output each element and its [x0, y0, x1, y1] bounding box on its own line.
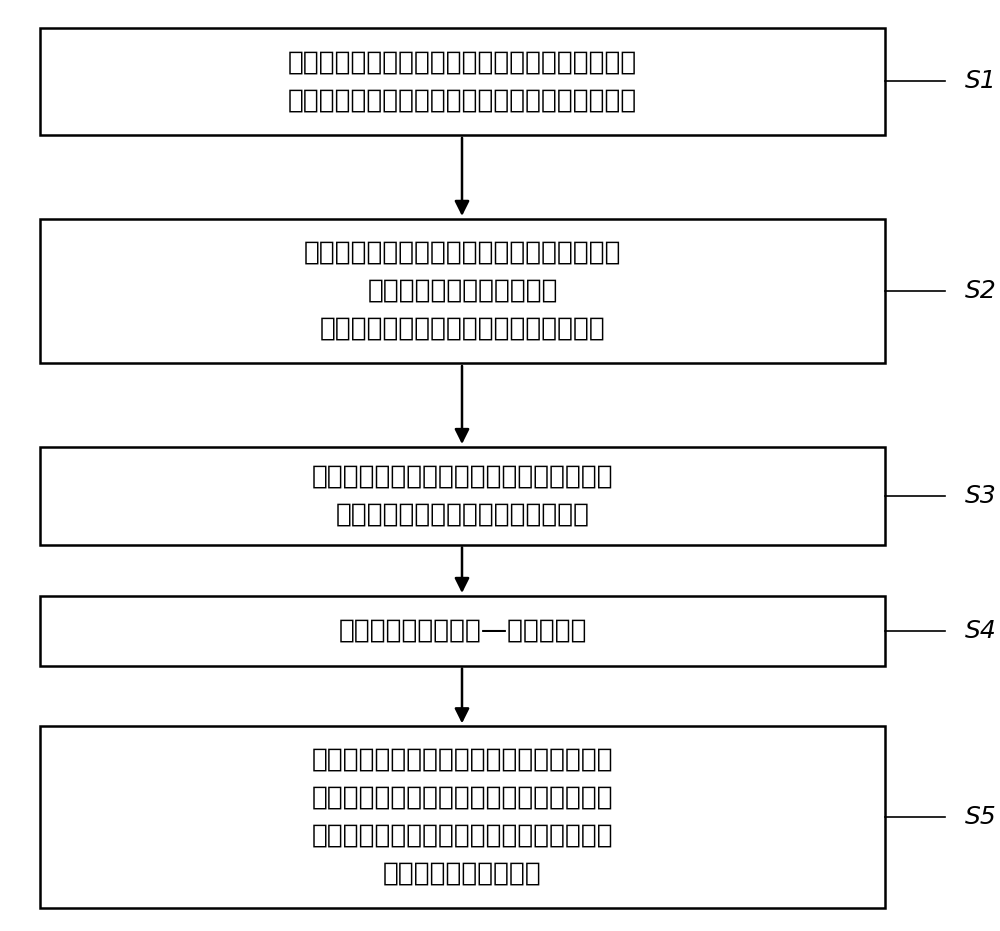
Bar — [40, 596, 885, 666]
Text: S4: S4 — [965, 619, 997, 642]
Bar — [40, 28, 885, 135]
Text: 采用数字锁相方法提取温度信号中稳态或准稳
态过程的幅值与相位信息，
利用缺陷对这些信息的影响获得缺陷特征: 采用数字锁相方法提取温度信号中稳态或准稳 态过程的幅值与相位信息， 利用缺陷对这… — [304, 240, 621, 342]
Text: S5: S5 — [965, 805, 997, 829]
Text: 开展蜂窝夹层结构红外锁相热像检测有限元
分析，确定是否能够根据红外锁相热像检测
技术的幅值图和相位图进行缺陷检测，并确
定合理的检测参数范围: 开展蜂窝夹层结构红外锁相热像检测有限元 分析，确定是否能够根据红外锁相热像检测 … — [312, 747, 613, 887]
Text: S3: S3 — [965, 484, 997, 507]
Text: S1: S1 — [965, 70, 997, 93]
Bar — [40, 219, 885, 363]
Text: 采用红外锁相热像检测技术，基于傅立叶一维热传
导模型分析，构建试件温度变化与分布的解析模型: 采用红外锁相热像检测技术，基于傅立叶一维热传 导模型分析，构建试件温度变化与分布… — [288, 49, 637, 114]
Bar — [40, 447, 885, 545]
Bar — [40, 726, 885, 908]
Text: 构建热传导过程的有限差分模型，推导考虑
辐射和对流作用的试件加热表面温度: 构建热传导过程的有限差分模型，推导考虑 辐射和对流作用的试件加热表面温度 — [312, 464, 613, 528]
Text: 建立热传导过程的热—电等效模型: 建立热传导过程的热—电等效模型 — [338, 618, 587, 643]
Text: S2: S2 — [965, 279, 997, 303]
